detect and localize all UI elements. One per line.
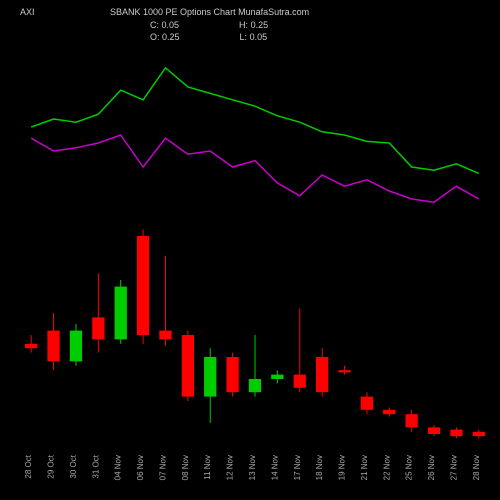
candle-body [47, 331, 59, 362]
xaxis-label: 28 Oct [24, 454, 33, 478]
chart-root: AXI SBANK 1000 PE Options Chart MunafaSut… [0, 0, 500, 500]
xaxis-label: 26 Nov [427, 455, 436, 480]
xaxis-label: 27 Nov [449, 455, 458, 480]
xaxis-label: 29 Oct [47, 454, 56, 478]
candle-body [361, 397, 373, 410]
xaxis-label: 17 Nov [293, 455, 302, 480]
candle-body [338, 370, 350, 372]
candle-body [204, 357, 216, 397]
candle-body [137, 236, 149, 335]
xaxis-label: 19 Nov [338, 455, 347, 480]
chart-svg: AXI SBANK 1000 PE Options Chart MunafaSut… [0, 0, 500, 500]
candle-body [92, 317, 104, 339]
xaxis-label: 18 Nov [315, 455, 324, 480]
candle-body [249, 379, 261, 392]
candle-body [450, 430, 462, 437]
xaxis-label: 12 Nov [226, 455, 235, 480]
candle-body [159, 331, 171, 340]
candle-body [115, 287, 127, 340]
background [0, 0, 500, 500]
candle-body [428, 427, 440, 434]
xaxis-label: 06 Nov [136, 455, 145, 480]
xaxis-label: 14 Nov [270, 455, 279, 480]
xaxis-label: 31 Oct [91, 454, 100, 478]
xaxis-label: 28 Nov [472, 455, 481, 480]
candle-body [316, 357, 328, 392]
candle-body [227, 357, 239, 392]
xaxis-label: 22 Nov [382, 455, 391, 480]
xaxis-label: 13 Nov [248, 455, 257, 480]
candle-body [182, 335, 194, 397]
xaxis-label: 25 Nov [405, 455, 414, 480]
xaxis-label: 04 Nov [114, 455, 123, 480]
label-left: AXI [20, 7, 35, 17]
candle-body [25, 344, 37, 348]
candle-body [70, 331, 82, 362]
chart-title: SBANK 1000 PE Options Chart MunafaSutra.… [110, 7, 309, 17]
candle-body [473, 432, 485, 436]
xaxis-label: 07 Nov [158, 455, 167, 480]
candle-body [406, 414, 418, 427]
candle-body [294, 375, 306, 388]
candle-body [271, 375, 283, 379]
xaxis-label: 11 Nov [203, 455, 212, 480]
xaxis-label: 21 Nov [360, 455, 369, 480]
xaxis-label: 08 Nov [181, 455, 190, 480]
xaxis-label: 30 Oct [69, 454, 78, 478]
candle-body [383, 410, 395, 414]
